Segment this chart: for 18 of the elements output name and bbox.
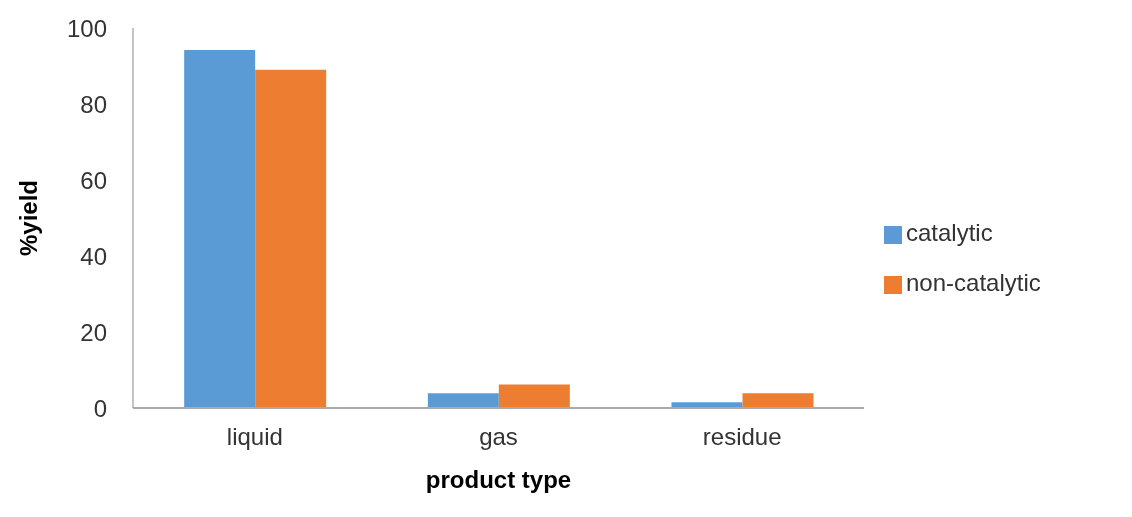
x-tick-label: residue (702, 423, 782, 451)
x-axis-title: product type (425, 466, 572, 493)
y-tick-label: 60 (80, 166, 107, 194)
x-tick-label: gas (479, 423, 518, 451)
legend-label: non-catalytic (906, 269, 1041, 296)
y-axis-title: %yield (14, 179, 42, 257)
y-tick-label: 80 (80, 90, 107, 118)
legend-label: catalytic (906, 219, 993, 246)
bar (184, 50, 256, 408)
bar (255, 69, 327, 408)
y-tick-label: 20 (80, 318, 107, 346)
y-tick-label: 40 (80, 242, 107, 270)
bar (427, 393, 499, 408)
bar (498, 384, 570, 408)
bar (742, 393, 814, 408)
x-tick-label: liquid (226, 423, 283, 451)
y-tick-label: 100 (66, 14, 107, 42)
y-tick-label: 0 (93, 394, 107, 422)
